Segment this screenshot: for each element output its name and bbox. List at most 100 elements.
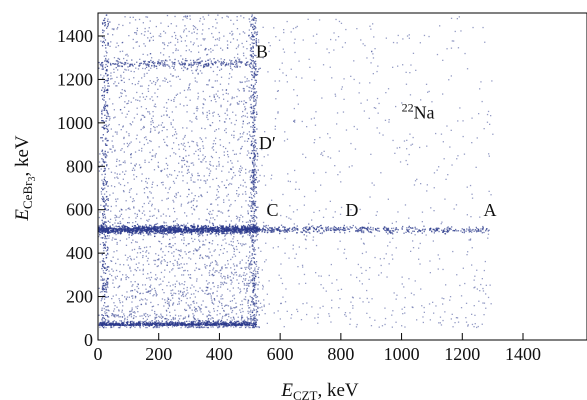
data-point [257,307,259,309]
data-point [255,79,257,82]
data-point [250,309,252,311]
data-point [203,18,205,20]
data-point [257,226,259,228]
data-point [118,23,120,26]
data-point [100,237,102,239]
data-point [186,160,188,162]
data-point [127,102,129,104]
data-point [125,69,127,71]
data-point [122,224,125,226]
data-point [106,291,108,293]
data-point [222,228,224,230]
data-point [114,131,117,133]
data-point [177,224,179,226]
data-point [133,274,135,276]
data-point [114,238,116,240]
data-point [145,251,147,253]
data-point [193,112,195,115]
data-point [144,68,146,70]
data-point [177,324,180,326]
data-point [199,257,201,259]
data-point [250,193,253,196]
data-point [245,63,247,65]
data-point [253,42,255,44]
data-point [215,93,217,95]
data-point [167,98,170,101]
data-point [118,316,120,318]
data-point [181,257,184,259]
data-point [251,254,253,256]
data-point [235,66,237,68]
data-point [131,200,134,203]
data-point [167,45,169,47]
data-point [240,81,242,84]
data-point [169,311,171,313]
data-point [200,311,202,313]
data-point [246,48,248,50]
data-point [230,183,233,185]
data-point [253,169,255,171]
data-point [325,229,328,231]
data-point [230,19,232,21]
data-point [325,228,327,230]
data-point [185,149,187,152]
data-point [101,307,103,309]
data-point [135,138,138,140]
data-point [168,245,170,248]
data-point [173,251,175,253]
data-point [177,228,180,230]
data-point [362,226,364,229]
data-point [161,325,163,328]
data-point [136,307,138,310]
data-point [131,83,133,85]
data-point [252,214,255,216]
data-point [160,227,162,229]
data-point [126,59,128,62]
data-point [123,225,125,227]
data-point [192,301,194,303]
data-point [408,226,410,228]
data-point [220,61,222,63]
data-point [120,278,122,280]
data-point [378,227,380,230]
data-point [387,227,389,230]
data-point [118,182,120,184]
data-point [229,225,231,228]
data-point [478,230,480,232]
data-point [250,24,252,26]
data-point [155,232,157,235]
data-point [134,164,136,166]
data-point [145,302,147,304]
data-point [132,325,135,327]
data-point [240,169,242,171]
data-point [129,22,131,24]
data-point [135,296,137,298]
data-point [387,227,390,229]
data-point [163,222,165,224]
data-point [190,258,192,260]
data-point [471,231,473,233]
data-point [152,227,155,229]
data-point [159,63,162,65]
data-point [220,273,222,275]
data-point [100,227,102,229]
data-point [162,181,164,183]
data-point [137,229,139,231]
data-point [254,286,256,289]
data-point [181,283,183,285]
data-point [225,314,227,316]
data-point [433,228,435,231]
data-point [170,23,172,25]
data-point [219,69,221,71]
data-point [104,59,107,61]
data-point [242,221,244,223]
data-point [357,229,359,231]
data-point [451,226,453,228]
data-point [228,215,230,217]
data-point [178,282,180,284]
data-point [245,102,248,104]
data-point [236,193,238,195]
data-point [180,230,183,232]
data-point [129,64,131,66]
data-point [233,274,235,276]
